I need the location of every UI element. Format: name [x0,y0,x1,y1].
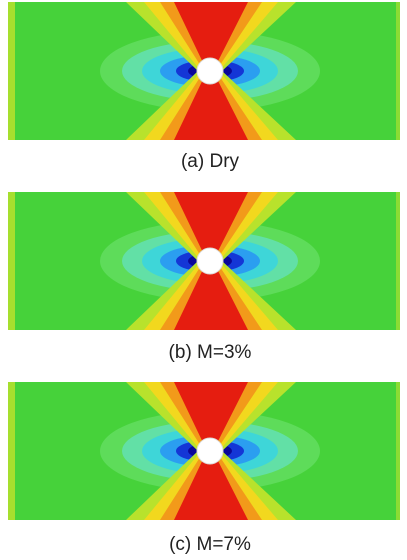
edge-band [8,192,15,330]
hole [196,57,224,85]
caption: (c) M=7% [169,534,251,555]
contour-plot [8,2,400,140]
edge-band [396,382,400,520]
hole [196,247,224,275]
contour-plot [8,382,400,520]
edge-band [396,2,400,140]
edge-band [396,192,400,330]
caption: (b) M=3% [169,342,252,363]
hole [196,437,224,465]
contour-plot [8,192,400,330]
edge-band [8,2,15,140]
edge-band [8,382,15,520]
caption: (a) Dry [181,151,240,172]
